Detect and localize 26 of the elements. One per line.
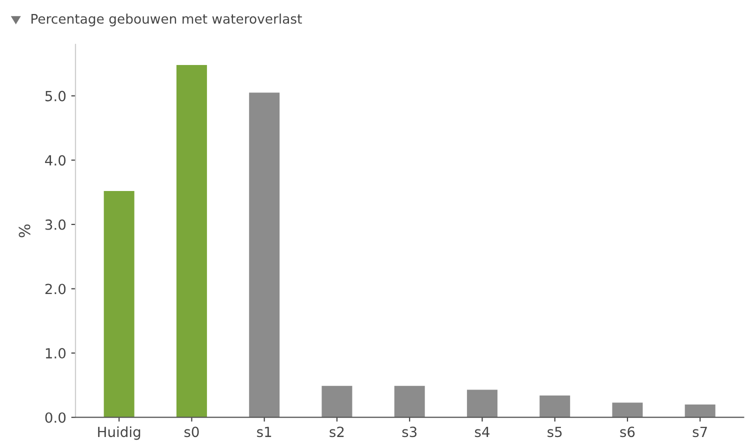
chart-title: Percentage gebouwen met wateroverlast (31, 14, 302, 26)
bar (684, 404, 716, 418)
bar (612, 402, 643, 418)
y-tick-label: 2.0 (45, 284, 66, 294)
y-tick-label: 3.0 (45, 219, 66, 230)
bar (394, 386, 425, 418)
x-tick-label: s2 (330, 426, 344, 438)
x-tick-label: s6 (620, 426, 635, 438)
x-tick-label: Huidig (98, 426, 140, 440)
bar (104, 191, 134, 418)
bar (466, 390, 498, 418)
bar (249, 92, 280, 418)
x-tick-label: s4 (474, 426, 490, 438)
y-tick-label: 1.0 (46, 348, 66, 359)
x-tick-label: s1 (257, 426, 272, 438)
bar (176, 64, 207, 418)
x-tick-label: s7 (692, 426, 707, 438)
x-tick-label: s3 (402, 426, 417, 438)
x-tick-label: s0 (184, 426, 199, 438)
x-tick-label: s5 (548, 426, 562, 438)
y-tick-label: 0.0 (45, 412, 66, 423)
y-tick-label: 5.0 (45, 90, 66, 102)
y-tick-label: 4.0 (45, 155, 66, 166)
y-axis-title: % (18, 224, 30, 238)
bar (322, 386, 352, 418)
bar (540, 395, 570, 418)
